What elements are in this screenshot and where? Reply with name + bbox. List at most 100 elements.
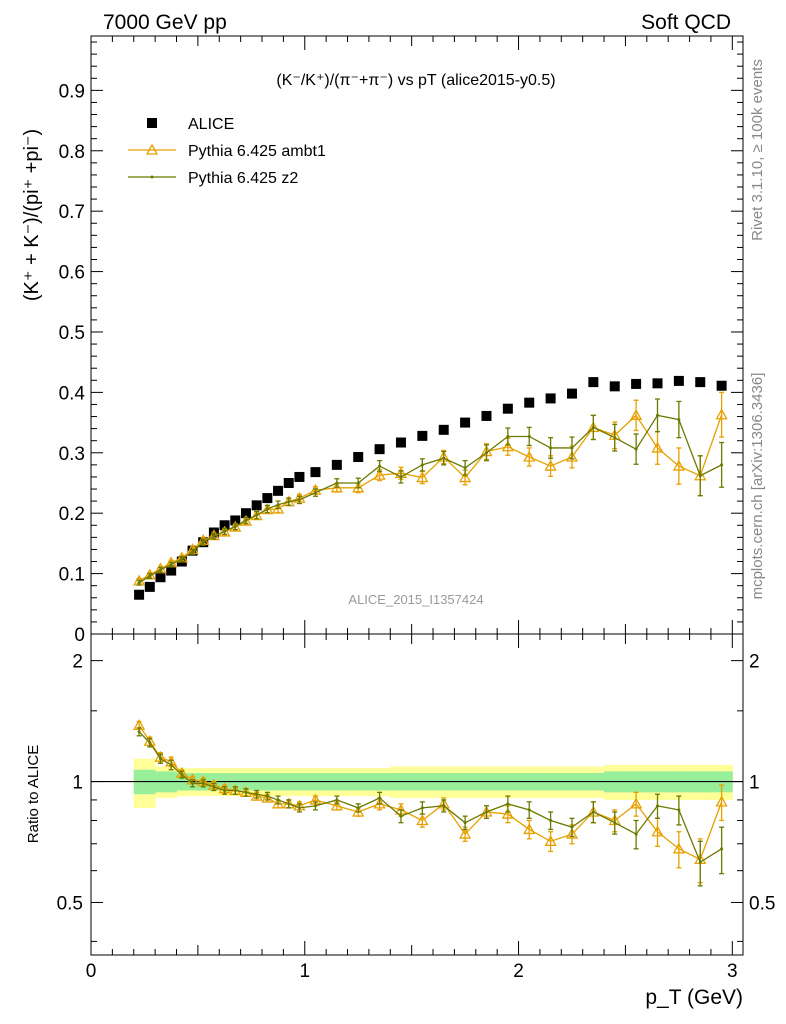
z2-data-point	[223, 529, 227, 533]
alice-data-point	[566, 388, 577, 399]
z2-data-point	[720, 463, 724, 467]
z2-ratio-point	[720, 847, 724, 851]
z2-data-point	[613, 436, 617, 440]
z2-ratio-point	[297, 806, 301, 810]
z2-ratio-point	[335, 798, 339, 802]
z2-data-point	[212, 534, 216, 538]
z2-data-point	[191, 550, 195, 554]
z2-ratio-point	[527, 808, 531, 812]
z2-data-point	[137, 581, 141, 585]
ratio-tick-label-right: 1	[749, 773, 760, 794]
alice-data-point	[294, 471, 305, 482]
ambt1-ratio-point	[651, 825, 664, 837]
chart-title: (K⁻/K⁺)/(π⁻+π⁻) vs pT (alice2015-y0.5)	[276, 72, 555, 89]
ambt1-data-point	[672, 459, 685, 471]
z2-ratio-point	[158, 757, 162, 761]
alice-data-point	[716, 380, 727, 391]
ambt1-data-point	[416, 471, 429, 483]
z2-ratio-point	[313, 804, 317, 808]
ratio-y-axis-label: Ratio to ALICE	[25, 745, 42, 843]
ambt1-data-point	[523, 450, 536, 462]
ambt1-ratio-point	[458, 827, 472, 839]
z2-data-point	[378, 464, 382, 468]
energy-label: 7000 GeV pp	[103, 11, 227, 34]
z2-ratio-point	[442, 804, 446, 808]
y-tick-label: 0.8	[59, 142, 85, 163]
ambt1-data-point	[544, 459, 557, 471]
z2-ratio-point	[484, 810, 488, 814]
z2-data-point	[276, 503, 280, 507]
z2-line	[138, 414, 722, 584]
z2-ratio-point	[655, 804, 659, 808]
z2-ratio-point	[420, 806, 424, 810]
y-tick-label: 0.4	[59, 383, 86, 404]
ambt1-data-point	[651, 441, 664, 453]
z2-data-point	[420, 463, 424, 467]
alice-data-point	[502, 403, 513, 414]
z2-data-point	[698, 474, 702, 478]
z2-ratio-point	[698, 860, 702, 864]
z2-ratio-point	[233, 789, 237, 793]
ambt1-data-point	[715, 408, 728, 420]
z2-ratio-point	[570, 825, 574, 829]
ambt1-data-point	[565, 450, 579, 462]
alice-data-point	[652, 378, 663, 389]
z2-data-point	[287, 500, 291, 504]
z2-ratio-point	[201, 781, 205, 785]
ratio-plot-frame	[90, 633, 744, 956]
ambt1-ratio-point	[672, 842, 685, 854]
legend-label-ambt1: Pythia 6.425 ambt1	[188, 143, 326, 160]
z2-ratio-line	[138, 731, 722, 864]
alice-data-point	[262, 493, 273, 504]
ratio-uncertainty-bands	[91, 758, 743, 808]
z2-ratio-point	[591, 810, 595, 814]
z2-data-point	[158, 568, 162, 572]
z2-ratio-point	[212, 785, 216, 789]
z2-data-point	[677, 418, 681, 422]
z2-data-point	[335, 481, 339, 485]
y-axis-label: (K⁺ + K⁻)/(pi⁺ +pi⁻)	[21, 129, 43, 301]
z2-data-point	[169, 563, 173, 567]
y-tick-label: 0.2	[59, 504, 85, 525]
z2-ratio-point	[223, 789, 227, 793]
z2-data-point	[356, 481, 360, 485]
z2-data-point	[255, 513, 259, 517]
ambt1-data-point	[630, 408, 643, 420]
alice-data-point	[230, 515, 241, 526]
alice-data-point	[588, 377, 599, 388]
y-tick-label: 0.1	[59, 565, 85, 586]
ambt1-ratio-point	[523, 823, 536, 835]
alice-data-point	[524, 397, 535, 408]
series-z2	[136, 398, 725, 887]
alice-data-point	[417, 430, 428, 441]
alice-data-point	[395, 437, 406, 448]
z2-data-point	[442, 456, 446, 460]
ambt1-ratio-point	[544, 834, 557, 846]
y-tick-label: 0.5	[59, 323, 85, 344]
legend: ALICE Pythia 6.425 ambt1 Pythia 6.425 z2	[128, 116, 326, 187]
legend-label-alice: ALICE	[188, 116, 234, 133]
alice-data-point	[144, 581, 155, 592]
y-tick-label: 0.7	[59, 202, 85, 223]
z2-data-point	[244, 518, 248, 522]
z2-data-point	[265, 507, 269, 511]
alice-data-point	[631, 378, 642, 389]
y-tick-label: 0.9	[59, 81, 85, 102]
ambt1-ratio-point	[565, 827, 579, 839]
ambt1-data-point	[250, 509, 263, 521]
z2-ratio-point	[137, 730, 141, 734]
y-tick-label: 0.6	[59, 263, 85, 284]
z2-data-point	[506, 434, 510, 438]
alice-data-point	[695, 377, 706, 388]
alice-data-point	[240, 508, 251, 519]
ratio-tick-label-right: 2	[749, 652, 760, 673]
z2-ratio-point	[634, 832, 638, 836]
x-tick-label: 2	[513, 961, 524, 982]
z2-ratio-point	[287, 802, 291, 806]
z2-data-point	[399, 475, 403, 479]
ambt1-data-point	[458, 471, 472, 483]
ambt1-ratio-point	[330, 799, 343, 811]
z2-ratio-point	[180, 773, 184, 777]
x-tick-label: 1	[299, 961, 310, 982]
